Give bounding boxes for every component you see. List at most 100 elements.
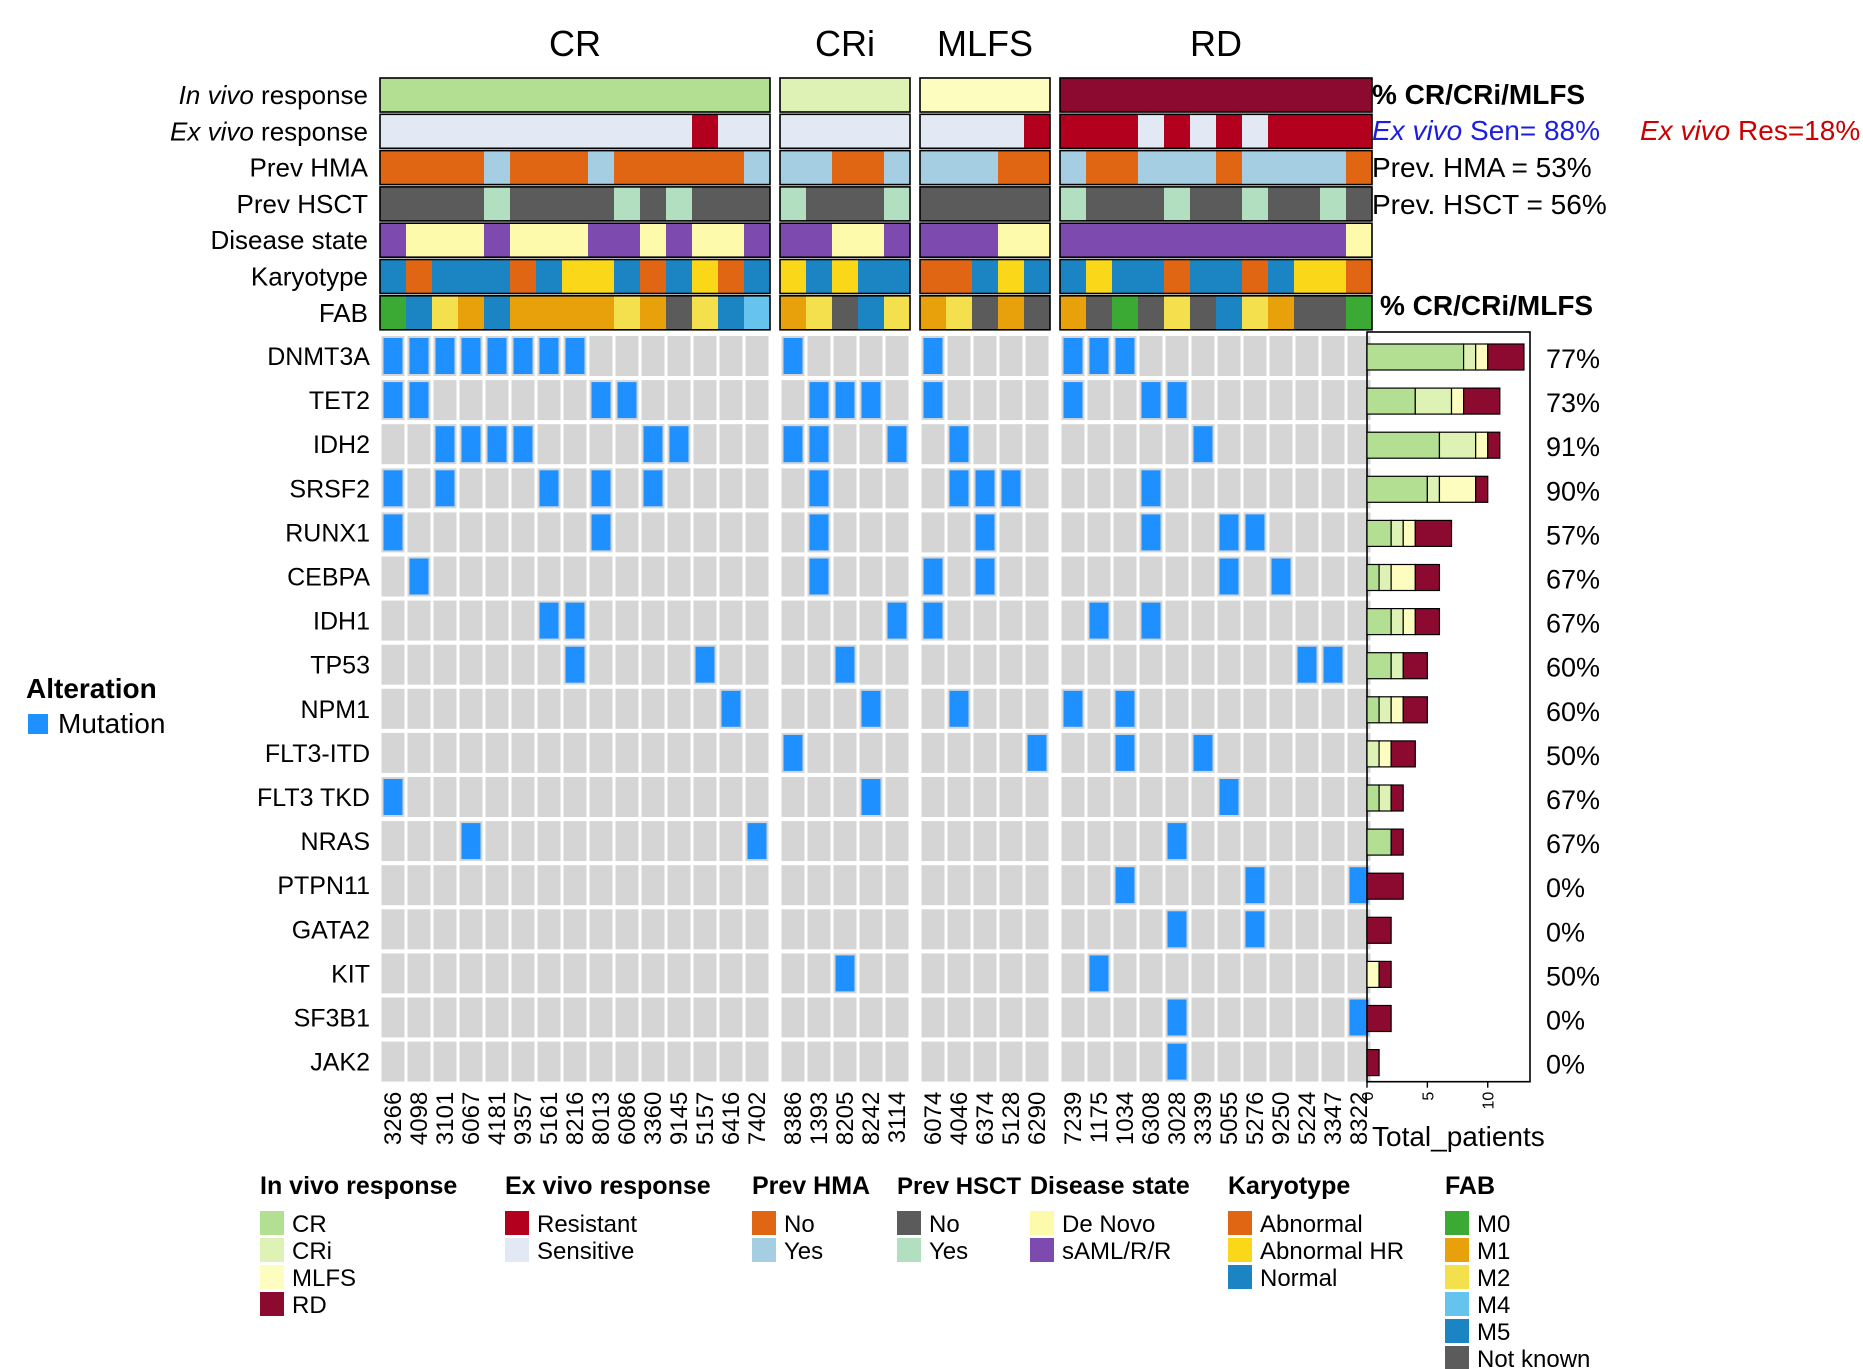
grid-cell (615, 1041, 639, 1082)
grid-cell (1061, 556, 1085, 597)
grid-cell (1269, 953, 1293, 994)
legend-item-label: M1 (1477, 1238, 1510, 1265)
sample-id-label: 6074 (920, 1092, 947, 1145)
annotation-cell (510, 295, 536, 330)
annotation-cell (380, 259, 406, 294)
grid-cell (1217, 380, 1241, 421)
grid-cell (589, 556, 613, 597)
annotation-cell (1294, 186, 1320, 221)
mutation-mark (975, 470, 995, 507)
grid-cell (1243, 336, 1267, 376)
grid-cell (1191, 688, 1215, 729)
annotation-cell (614, 150, 640, 185)
annotation-cell (666, 259, 692, 294)
grid-cell (1243, 424, 1267, 465)
grid-cell (1269, 997, 1293, 1038)
annotation-cell (406, 150, 432, 185)
annotation-cell (1138, 223, 1164, 258)
annotation-cell (972, 186, 998, 221)
mutation-mark (1141, 382, 1161, 419)
annotation-cell (1294, 150, 1320, 185)
grid-cell (833, 821, 857, 862)
mutation-mark (783, 426, 803, 463)
mutation-mark (591, 382, 611, 419)
grid-cell (1191, 953, 1215, 994)
grid-cell (745, 777, 769, 817)
grid-cell (1295, 688, 1319, 729)
legend-item-label: M4 (1477, 1292, 1510, 1319)
grid-cell (667, 997, 691, 1038)
grid-cell (1165, 468, 1189, 509)
annotation-cell (432, 78, 458, 112)
annotation-cell (640, 150, 666, 185)
annotation-cell (432, 186, 458, 221)
legend-swatch (1445, 1319, 1469, 1343)
annotation-cell (536, 150, 562, 185)
grid-cell (1087, 424, 1111, 465)
gene-label: JAK2 (310, 1049, 370, 1077)
grid-cell (1191, 644, 1215, 685)
annotation-cell (1216, 295, 1242, 330)
grid-cell (947, 556, 971, 597)
grid-cell (693, 424, 717, 465)
grid-cell (885, 380, 909, 421)
grid-cell (589, 953, 613, 994)
mutation-mark (1323, 646, 1343, 683)
annotation-group-border (1059, 258, 1373, 295)
annotation-cell (640, 186, 666, 221)
grid-cell (1295, 865, 1319, 906)
grid-cell (511, 600, 535, 641)
grid-cell (1061, 600, 1085, 641)
grid-cell (615, 821, 639, 862)
legend-swatch (260, 1238, 284, 1262)
alteration-legend-title: Alteration (26, 673, 157, 704)
grid-cell (381, 1041, 405, 1082)
bar-axis-tick-label: 0 (1360, 1092, 1377, 1101)
annotation-cell (380, 295, 406, 330)
grid-cell (1191, 777, 1215, 817)
mutation-mark (1219, 779, 1239, 815)
grid-cell (947, 644, 971, 685)
grid-cell (511, 1041, 535, 1082)
bar-segment (1475, 475, 1489, 503)
grid-cell (511, 821, 535, 862)
grid-cell (719, 380, 743, 421)
grid-cell (589, 865, 613, 906)
annotation-track-4 (379, 222, 1373, 258)
annotation-cell (858, 223, 884, 258)
grid-cell (1321, 865, 1345, 906)
grid-cell (947, 1041, 971, 1082)
annotation-cell (1086, 78, 1112, 112)
gene-response-percent: 67% (1546, 829, 1600, 859)
annotation-cell (780, 114, 806, 149)
bar-segment (1426, 475, 1441, 503)
grid-cell (833, 777, 857, 817)
grid-cell (667, 336, 691, 376)
group-title-cr: CR (549, 23, 601, 64)
grid-cell (719, 644, 743, 685)
bar-segment (1390, 607, 1404, 636)
legend-item-label: RD (292, 1292, 327, 1319)
grid-cell (807, 688, 831, 729)
grid-cell (1165, 732, 1189, 773)
annotation-cell (666, 186, 692, 221)
grid-cell (1087, 556, 1111, 597)
grid-cell (615, 512, 639, 553)
grid-cell (719, 512, 743, 553)
annotation-cell (806, 78, 832, 112)
sample-id-label: 3101 (432, 1092, 459, 1145)
grid-cell (1243, 953, 1267, 994)
grid-cell (921, 688, 945, 729)
bar-segment (1438, 431, 1477, 459)
mutation-mark (1245, 867, 1265, 904)
grid-cell (1295, 953, 1319, 994)
grid-cell (511, 909, 535, 950)
annotation-cell (1268, 150, 1294, 185)
grid-cell (485, 688, 509, 729)
grid-cell (1295, 777, 1319, 817)
grid-cell (833, 1041, 857, 1082)
grid-cell (859, 556, 883, 597)
grid-cell (1295, 336, 1319, 376)
mutation-mark (409, 558, 429, 595)
